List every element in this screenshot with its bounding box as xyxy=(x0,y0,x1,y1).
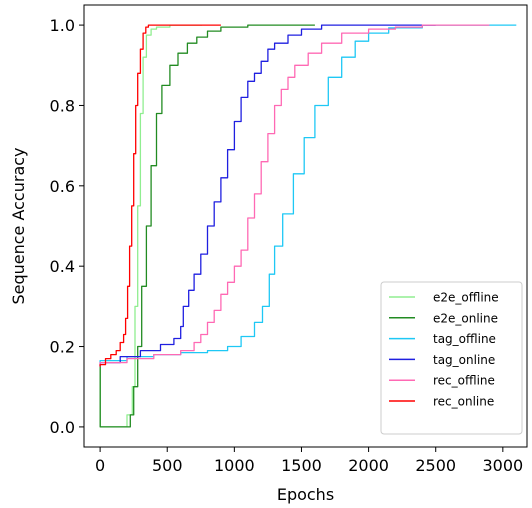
y-tick-label: 1.0 xyxy=(50,16,75,35)
plot-lines xyxy=(99,24,517,428)
x-tick-label: 3000 xyxy=(482,456,523,475)
y-tick-label: 0.4 xyxy=(50,257,75,276)
series-line-rec_online xyxy=(99,24,221,367)
x-tick-label: 2500 xyxy=(415,456,456,475)
x-tick-label: 2000 xyxy=(348,456,389,475)
y-tick-label: 0.8 xyxy=(50,96,75,115)
y-tick-label: 0.0 xyxy=(50,418,75,437)
y-axis: 0.0 0.2 0.4 0.6 0.8 1.0 xyxy=(50,16,84,437)
legend-label-e2e_offline: e2e_offline xyxy=(433,291,499,305)
x-tick-label: 1500 xyxy=(281,456,322,475)
legend-label-rec_online: rec_online xyxy=(433,395,494,409)
series-line-e2e_online xyxy=(99,24,315,428)
x-tick-label: 500 xyxy=(152,456,183,475)
legend-label-rec_offline: rec_offline xyxy=(433,374,495,388)
y-axis-label: Sequence Accuracy xyxy=(9,147,28,304)
legend-label-tag_online: tag_online xyxy=(433,353,495,367)
x-tick-label: 1000 xyxy=(214,456,255,475)
x-tick-label: 0 xyxy=(95,456,105,475)
plot-frame xyxy=(83,4,528,448)
legend: e2e_offline e2e_online tag_offline tag_onli… xyxy=(380,281,523,435)
y-tick-label: 0.2 xyxy=(50,338,75,357)
legend-label-tag_offline: tag_offline xyxy=(433,332,496,346)
x-axis: 0 500 1000 1500 2000 2500 3000 xyxy=(95,447,523,475)
x-axis-label: Epochs xyxy=(277,485,334,504)
legend-label-e2e_online: e2e_online xyxy=(433,311,498,325)
series-line-tag_online xyxy=(99,24,436,367)
series-line-rec_offline xyxy=(99,24,490,367)
y-tick-label: 0.6 xyxy=(50,177,75,196)
legend-box xyxy=(380,281,523,435)
